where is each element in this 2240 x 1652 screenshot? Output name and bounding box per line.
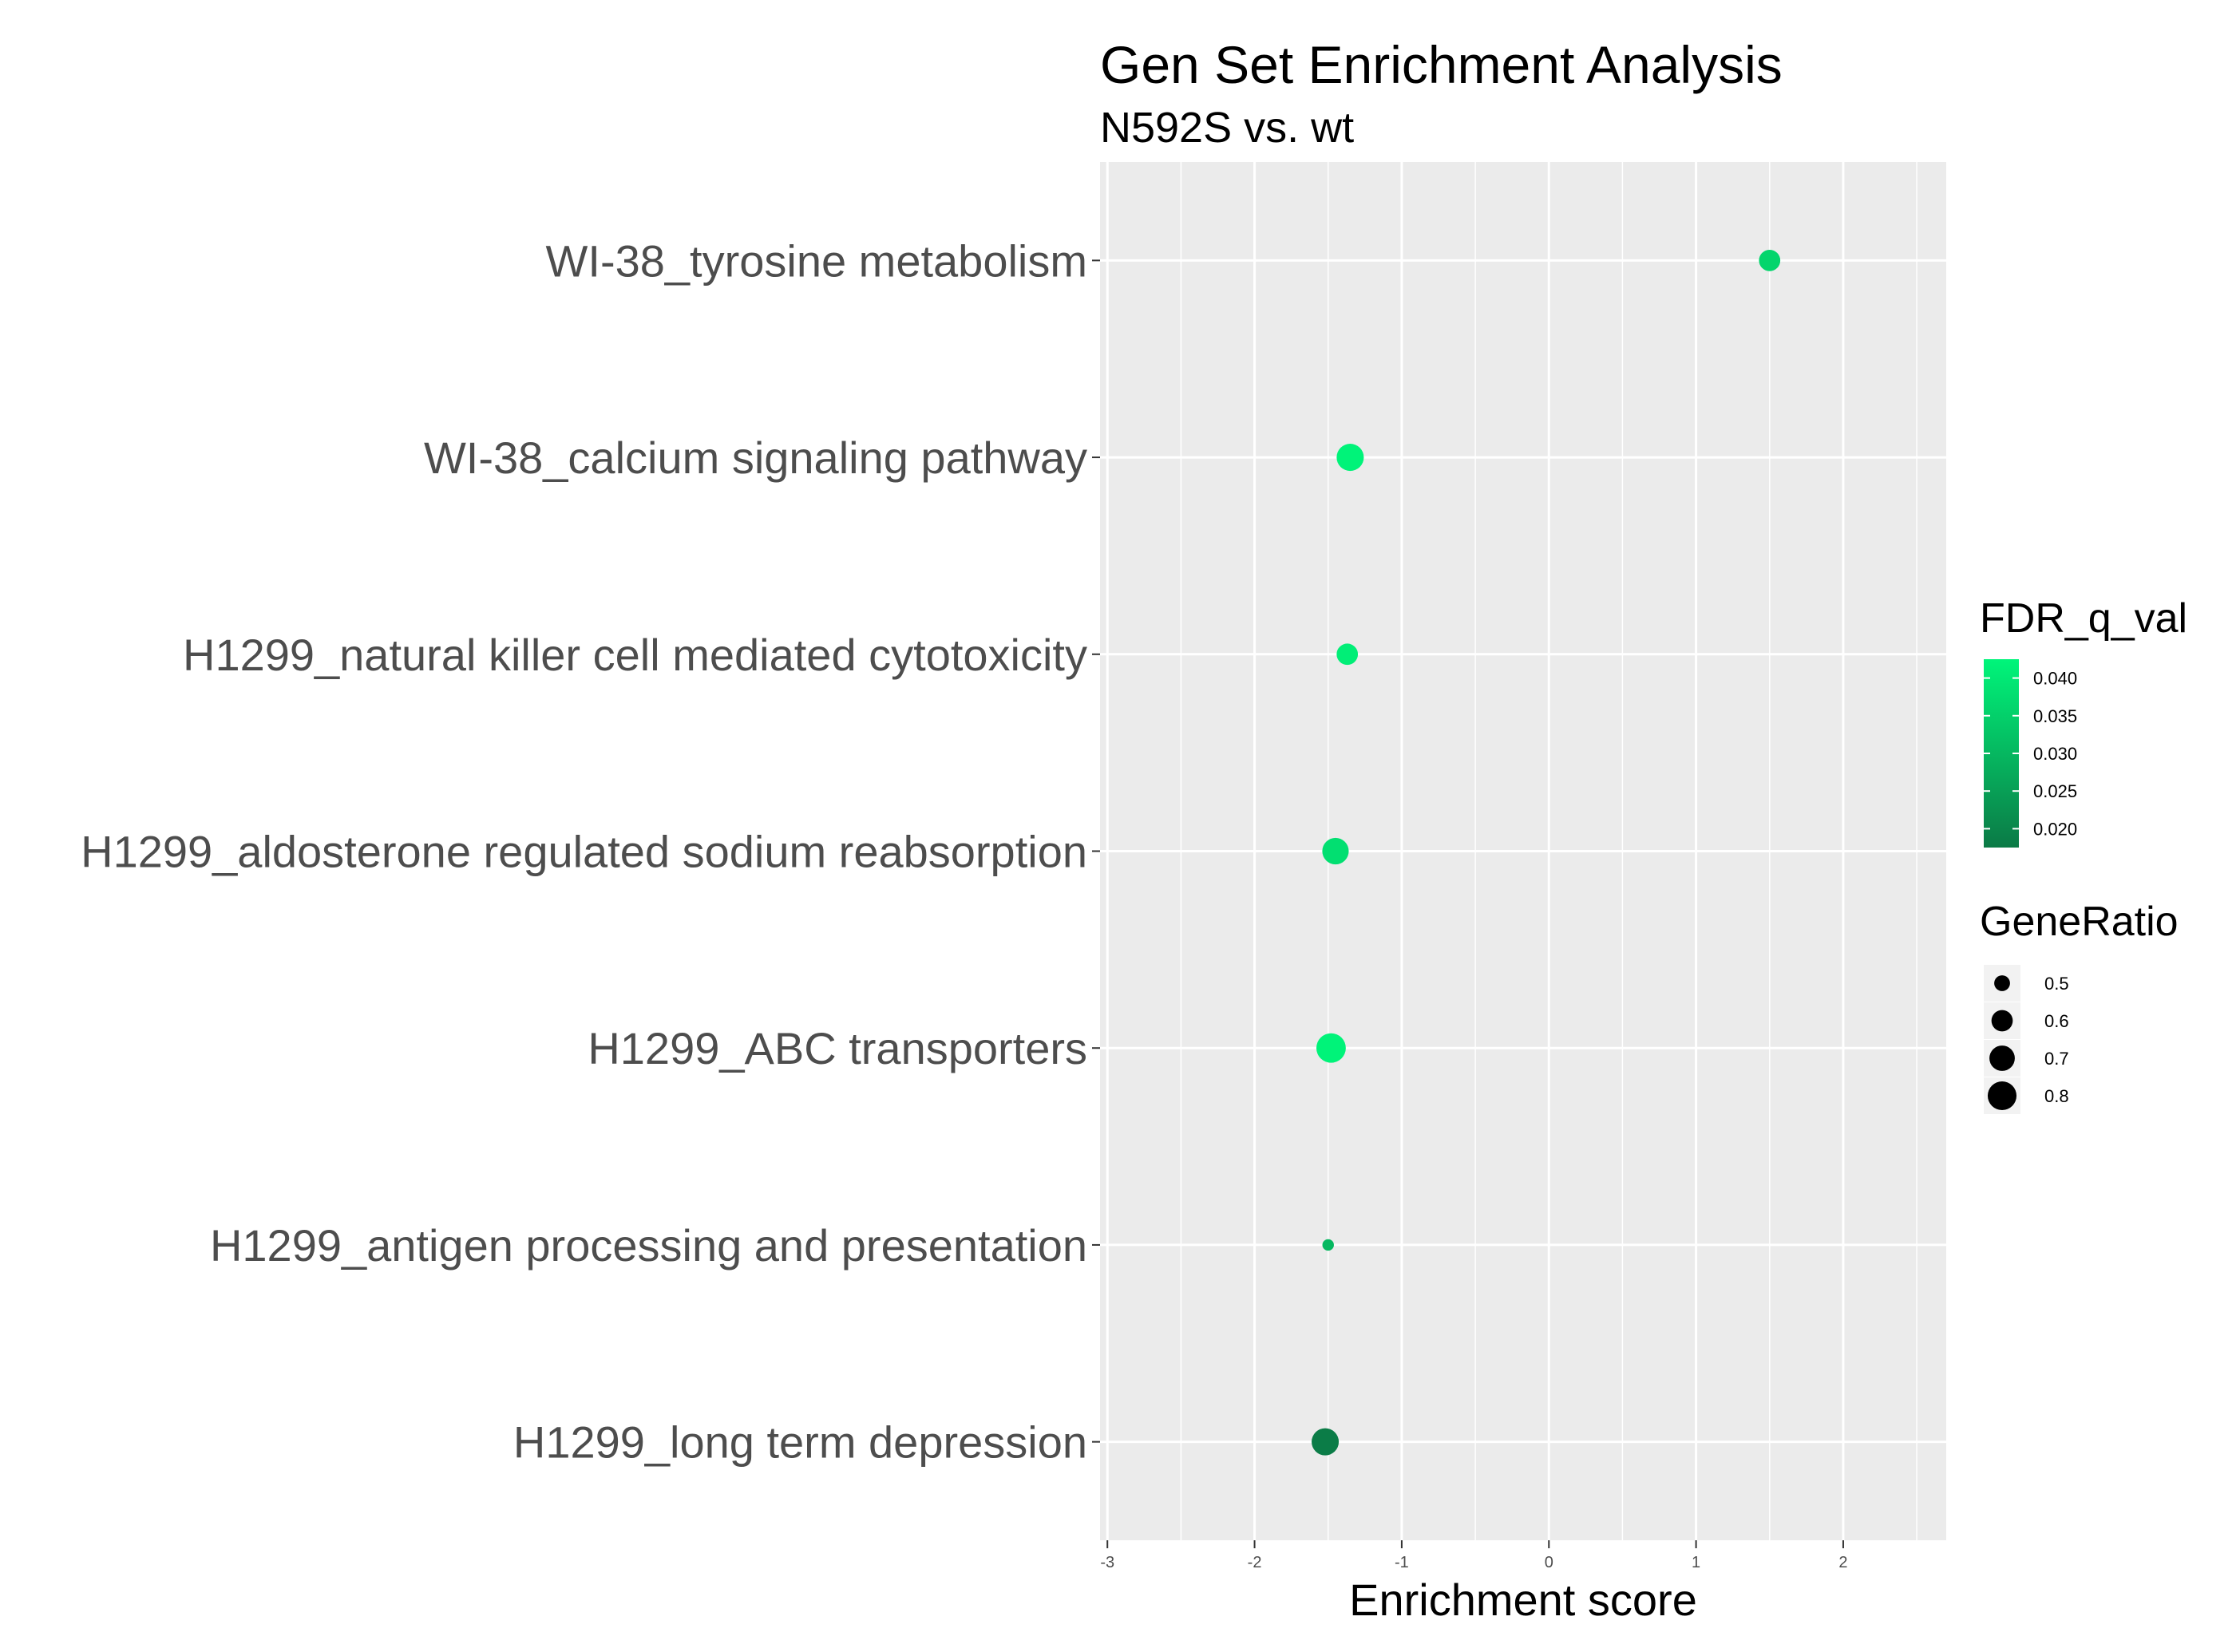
data-point: [1336, 643, 1359, 666]
x-tick-label: -1: [1395, 1554, 1409, 1571]
data-point: [1322, 837, 1349, 865]
fdr-legend: FDR_q_val 0.040 0.035 0.030 0.025 0.020: [1980, 595, 2187, 848]
grid-lines: [1100, 162, 1946, 1540]
y-axis: WI-38_tyrosine metabolism WI-38_calcium s…: [81, 235, 1100, 1468]
y-tick-label: WI-38_tyrosine metabolism: [546, 235, 1087, 286]
x-tick-label: 0: [1545, 1554, 1553, 1571]
data-points: [1312, 250, 1781, 1456]
y-tick-label: H1299_aldosterone regulated sodium reabs…: [81, 827, 1087, 877]
size-legend-dot: [1987, 1081, 2017, 1111]
x-tick-label: -3: [1100, 1554, 1114, 1571]
y-tick-label: H1299_ABC transporters: [588, 1023, 1087, 1073]
data-point: [1336, 444, 1364, 472]
generatio-legend: GeneRatio 0.5 0.6 0.7 0.8: [1980, 899, 2179, 1114]
fdr-legend-label: 0.030: [2033, 744, 2077, 764]
y-tick-label: WI-38_calcium signaling pathway: [424, 433, 1087, 483]
data-point: [1316, 1033, 1346, 1063]
fdr-legend-title: FDR_q_val: [1980, 595, 2187, 642]
chart-title: Gen Set Enrichment Analysis: [1100, 35, 1783, 94]
x-tick-label: -2: [1248, 1554, 1262, 1571]
data-point: [1312, 1428, 1340, 1456]
x-tick-label: 1: [1692, 1554, 1700, 1571]
y-tick-label: H1299_antigen processing and presentatio…: [210, 1220, 1087, 1271]
size-legend-label: 0.7: [2044, 1049, 2069, 1069]
chart-subtitle: N592S vs. wt: [1100, 104, 1354, 152]
size-legend-label: 0.5: [2044, 974, 2069, 994]
data-point: [1759, 250, 1781, 271]
generatio-legend-title: GeneRatio: [1980, 899, 2179, 945]
x-tick-label: 2: [1838, 1554, 1847, 1571]
size-legend-dot: [1989, 1045, 2015, 1071]
fdr-legend-label: 0.020: [2033, 819, 2077, 839]
size-legend-dot: [1991, 1010, 2013, 1032]
y-tick-label: H1299_natural killer cell mediated cytot…: [183, 630, 1087, 680]
x-axis-title: Enrichment score: [1349, 1575, 1697, 1625]
fdr-legend-label: 0.025: [2033, 781, 2077, 801]
size-legend-label: 0.8: [2044, 1086, 2069, 1106]
y-tick-label: H1299_long term depression: [513, 1417, 1087, 1468]
size-legend-dot: [1994, 975, 2010, 991]
fdr-legend-label: 0.040: [2033, 669, 2077, 689]
x-axis: -3 -2 -1 0 1 2: [1100, 1540, 1848, 1571]
data-point: [1322, 1239, 1334, 1251]
size-legend-label: 0.6: [2044, 1011, 2069, 1031]
fdr-legend-label: 0.035: [2033, 706, 2077, 726]
